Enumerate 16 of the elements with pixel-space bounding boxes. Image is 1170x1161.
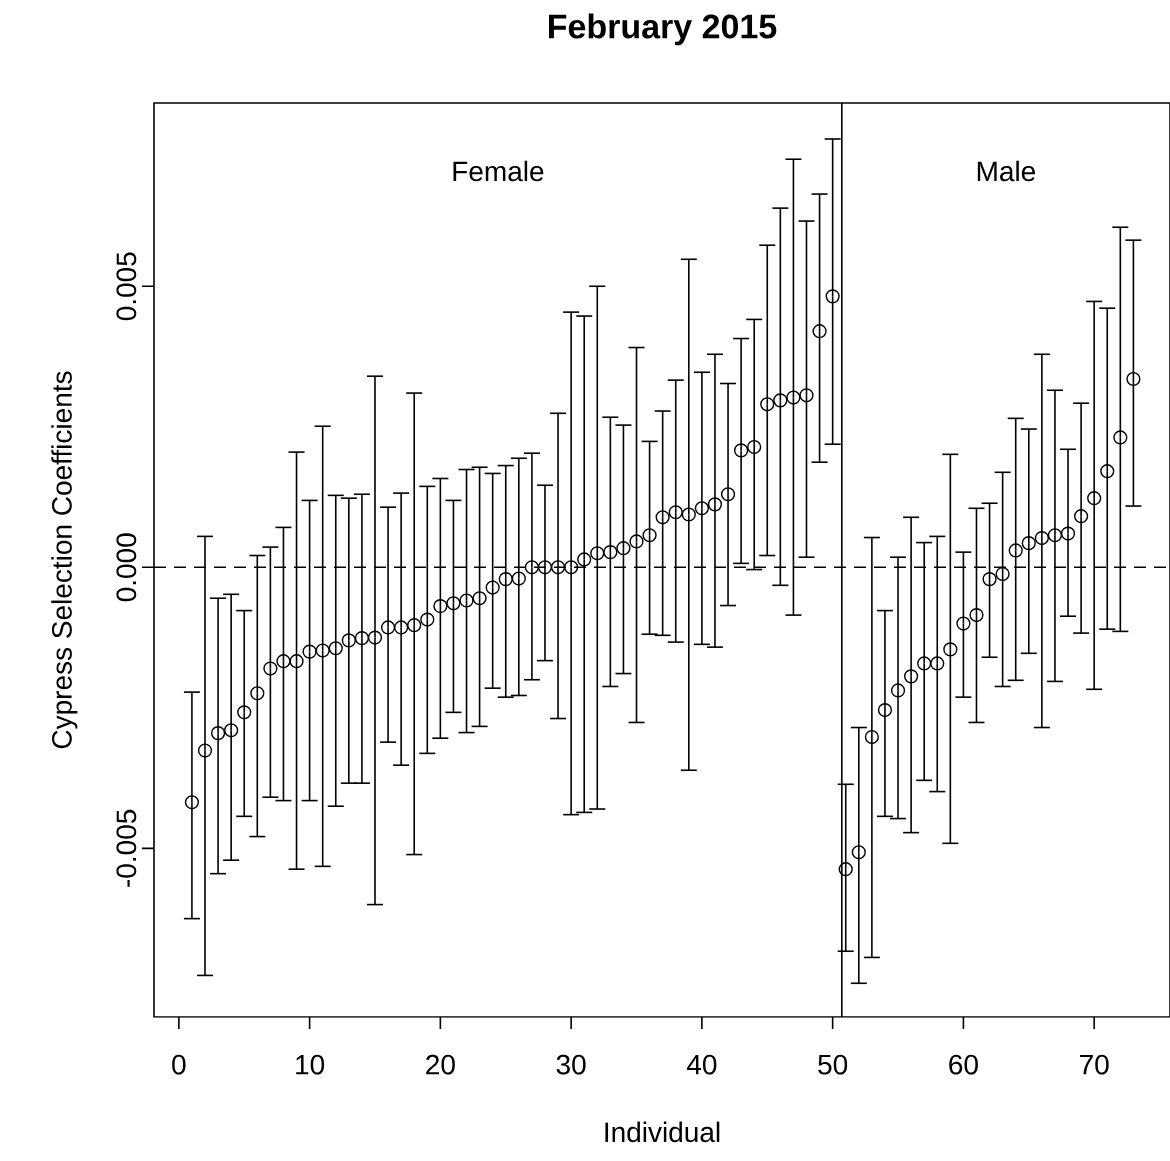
annotation: Male — [977, 160, 1036, 182]
chart-title: February 2015 — [549, 13, 777, 46]
y-tick-label: 0.000 — [116, 533, 137, 602]
x-tick-label: 30 — [556, 1054, 586, 1075]
x-tick-label: 60 — [949, 1054, 978, 1075]
y-tick-label: 0.005 — [116, 252, 137, 321]
x-tick-label: 50 — [818, 1054, 848, 1075]
y-tick-label: -0.005 — [116, 809, 137, 887]
y-axis-title: Cypress Selection Coefficients — [51, 371, 78, 749]
x-tick-label: 40 — [686, 1054, 717, 1075]
x-tick-label: 0 — [172, 1054, 186, 1075]
x-tick-label: 70 — [1080, 1054, 1109, 1075]
annotation: Female — [453, 160, 544, 182]
x-tick-label: 10 — [296, 1054, 325, 1075]
x-axis-title: Individual — [605, 1121, 720, 1143]
x-tick-label: 20 — [426, 1054, 455, 1075]
